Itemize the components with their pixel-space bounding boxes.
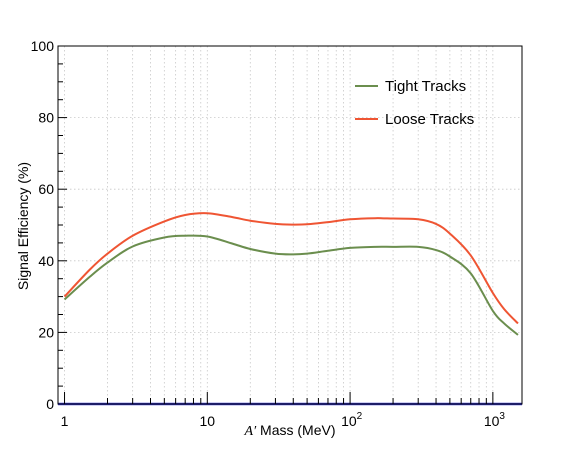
y-tick-label: 60 <box>38 181 54 197</box>
x-axis-title-symbol: A′ <box>244 424 258 439</box>
y-tick-label: 80 <box>38 110 54 126</box>
y-tick-label: 20 <box>38 324 54 340</box>
y-axis-title: Signal Efficiency (%) <box>15 162 31 290</box>
series-line-loose-tracks <box>63 212 519 325</box>
legend-label-tight: Tight Tracks <box>385 78 466 95</box>
x-axis-title: A′ Mass (MeV) <box>244 422 336 439</box>
x-tick-label: 1 <box>61 413 69 429</box>
x-tick-label: 10 <box>200 413 216 429</box>
legend-label-loose: Loose Tracks <box>385 111 474 128</box>
legend: Tight Tracks Loose Tracks <box>355 78 474 128</box>
x-axis-title-text: Mass (MeV) <box>256 422 335 438</box>
series-line-tight-tracks <box>63 234 519 336</box>
series-layer <box>63 212 519 336</box>
y-tick-label: 0 <box>46 396 54 412</box>
y-tick-label: 100 <box>31 38 55 54</box>
x-tick-label: 103 <box>484 411 506 429</box>
y-tick-label: 40 <box>38 253 54 269</box>
axes: 0 20 40 60 80 100 1 10 102 103 <box>31 38 523 429</box>
x-tick-label: 102 <box>341 411 363 429</box>
